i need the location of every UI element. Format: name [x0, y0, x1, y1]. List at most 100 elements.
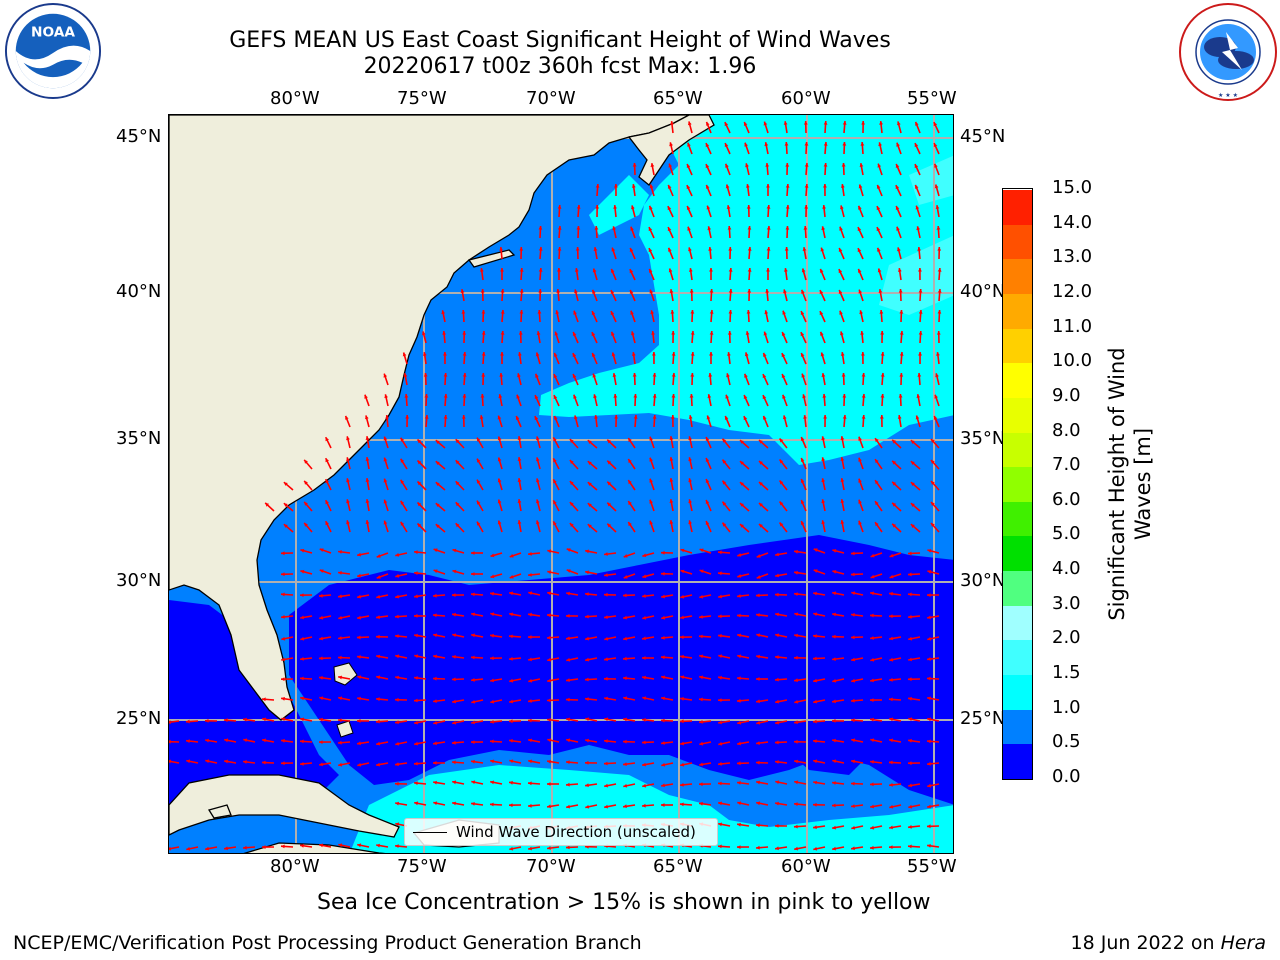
wave-direction-arrowhead: [889, 804, 894, 809]
wave-direction-arrowhead: [325, 479, 329, 484]
wave-direction-arrowhead: [840, 436, 845, 440]
wave-direction-arrowhead: [365, 457, 370, 461]
wave-direction-arrowhead: [490, 656, 494, 661]
wave-height-map[interactable]: [168, 114, 954, 854]
lat-label-left: 45°N: [116, 126, 162, 147]
wave-direction-arrowhead: [879, 121, 883, 125]
wave-direction-arrowhead: [205, 846, 209, 851]
wave-direction-arrowhead: [876, 184, 881, 189]
wave-direction-arrowhead: [509, 759, 514, 764]
wave-direction-arrowhead: [509, 699, 513, 704]
wave-direction-arrowhead: [632, 373, 637, 377]
wave-direction-arrowhead: [762, 395, 767, 400]
wave-direction-arrowhead: [594, 415, 598, 419]
wave-direction-arrowhead: [338, 675, 342, 680]
wave-direction-arrowhead: [383, 373, 388, 378]
wave-direction-arrowhead: [395, 801, 399, 806]
wave-direction-arrowhead: [537, 310, 542, 314]
wave-direction-arrowhead: [686, 206, 691, 210]
wave-direction-arrowhead: [471, 720, 475, 725]
wave-direction-arrowhead: [813, 759, 818, 764]
wave-direction-arrowhead: [908, 825, 912, 829]
wave-direction-arrowhead: [927, 783, 932, 788]
wave-direction-arrowhead: [169, 739, 171, 744]
wave-direction-arrowhead: [346, 457, 350, 462]
wave-direction-arrowhead: [528, 738, 532, 743]
wave-direction-arrowhead: [395, 654, 400, 659]
wave-direction-arrowhead: [575, 247, 580, 251]
wave-direction-arrowhead: [743, 395, 748, 399]
wave-direction-arrowhead: [838, 290, 843, 294]
wave-direction-arrowhead: [528, 699, 532, 703]
wave-direction-arrowhead: [614, 184, 618, 188]
wave-direction-arrowhead: [357, 552, 361, 557]
wave-direction-arrowhead: [604, 676, 608, 681]
wave-direction-arrowhead: [243, 760, 247, 764]
wave-direction-arrowhead: [781, 332, 786, 336]
wave-direction-arrowhead: [573, 394, 577, 399]
wave-direction-arrowhead: [832, 549, 837, 553]
wave-direction-arrowhead: [319, 593, 323, 598]
wave-direction-arrowhead: [243, 717, 247, 722]
wave-direction-arrowhead: [775, 699, 779, 704]
wave-direction-arrowhead: [861, 121, 865, 125]
wave-direction-arrowhead: [623, 762, 627, 766]
wave-direction-arrowhead: [383, 457, 388, 462]
wave-direction-arrowhead: [680, 782, 684, 787]
wave-direction-arrowhead: [728, 268, 733, 272]
wave-direction-arrowhead: [800, 437, 805, 441]
wave-direction-arrowhead: [534, 416, 539, 421]
wave-direction-arrowhead: [927, 636, 932, 641]
wave-direction-arrowhead: [915, 184, 919, 189]
wave-direction-arrowhead: [908, 657, 912, 662]
wave-direction-arrowhead: [281, 636, 286, 641]
wave-direction-arrowhead: [536, 520, 540, 525]
wave-direction-arrowhead: [224, 718, 228, 723]
wave-direction-arrowhead: [642, 553, 647, 558]
wave-direction-arrowhead: [595, 205, 600, 209]
wave-direction-arrowhead: [376, 675, 381, 680]
wave-direction-arrowhead: [821, 457, 826, 462]
wave-direction-arrowhead: [262, 760, 266, 765]
wave-direction-arrowhead: [870, 782, 874, 787]
wave-direction-arrowhead: [509, 612, 513, 617]
wave-direction-arrowhead: [892, 481, 897, 486]
wave-direction-arrowhead: [452, 633, 457, 638]
wave-direction-arrowhead: [740, 503, 744, 507]
wave-direction-arrowhead: [433, 741, 437, 746]
wave-direction-arrowhead: [417, 460, 422, 465]
wave-direction-arrowhead: [744, 352, 749, 357]
wave-direction-arrowhead: [433, 548, 438, 553]
wave-direction-arrowhead: [870, 613, 874, 618]
wave-direction-arrowhead: [357, 696, 361, 701]
wave-direction-arrowhead: [169, 759, 171, 764]
wave-direction-arrowhead: [908, 761, 912, 766]
wave-direction-arrowhead: [804, 184, 809, 188]
wave-direction-arrowhead: [851, 572, 855, 577]
wave-direction-arrowhead: [875, 522, 879, 527]
footer-credit: NCEP/EMC/Verification Post Processing Pr…: [13, 932, 642, 954]
wave-direction-arrowhead: [687, 142, 691, 147]
wave-direction-arrowhead: [813, 780, 817, 785]
wave-direction-arrowhead: [516, 394, 520, 399]
wave-direction-arrowhead: [365, 520, 370, 524]
wave-direction-arrowhead: [623, 636, 627, 641]
wave-direction-arrowhead: [604, 783, 608, 788]
wave-direction-arrowhead: [840, 205, 844, 210]
wave-direction-arrowhead: [554, 415, 558, 420]
wave-direction-arrowhead: [841, 163, 846, 167]
wave-direction-arrowhead: [319, 843, 323, 848]
wave-direction-arrowhead: [737, 613, 741, 618]
wave-direction-arrowhead: [705, 521, 710, 525]
wave-direction-arrowhead: [851, 781, 855, 786]
wave-direction-arrowhead: [607, 460, 612, 465]
land-long-island: [467, 249, 516, 268]
wave-direction-arrowhead: [338, 636, 342, 640]
wave-direction-arrowhead: [889, 825, 893, 830]
wave-direction-arrowhead: [737, 781, 741, 785]
wave-direction-arrowhead: [585, 592, 589, 596]
wave-direction-arrowhead: [649, 457, 653, 462]
wave-direction-arrowhead: [935, 373, 939, 378]
wave-direction-arrowhead: [623, 676, 627, 681]
colorbar-segment: [1003, 258, 1032, 294]
